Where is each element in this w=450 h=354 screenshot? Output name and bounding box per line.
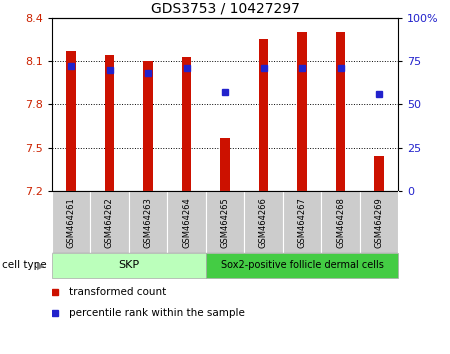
Bar [297,32,307,191]
Bar [283,191,321,253]
Bar [220,138,230,191]
Bar [182,57,191,191]
Bar [259,39,268,191]
Bar [206,191,244,253]
Bar [206,253,398,278]
Text: ▶: ▶ [37,261,45,270]
Text: GSM464267: GSM464267 [297,197,306,247]
Text: GSM464263: GSM464263 [144,197,153,247]
Title: GDS3753 / 10427297: GDS3753 / 10427297 [151,1,299,15]
Text: GSM464264: GSM464264 [182,197,191,247]
Bar [52,253,206,278]
Bar [52,191,90,253]
Text: GSM464266: GSM464266 [259,197,268,247]
Bar [244,191,283,253]
Text: Sox2-positive follicle dermal cells: Sox2-positive follicle dermal cells [220,261,383,270]
Bar [167,191,206,253]
Text: transformed count: transformed count [69,287,166,297]
Bar [90,191,129,253]
Text: GSM464261: GSM464261 [67,197,76,247]
Text: GSM464262: GSM464262 [105,197,114,247]
Text: cell type: cell type [2,261,47,270]
Text: GSM464265: GSM464265 [220,197,230,247]
Text: SKP: SKP [118,261,140,270]
Bar [360,191,398,253]
Bar [129,191,167,253]
Text: GSM464268: GSM464268 [336,197,345,247]
Bar [105,55,114,191]
Bar [143,61,153,191]
Bar [374,156,384,191]
Text: percentile rank within the sample: percentile rank within the sample [69,308,245,318]
Bar [321,191,360,253]
Bar [66,51,76,191]
Bar [336,32,345,191]
Text: GSM464269: GSM464269 [374,197,383,247]
